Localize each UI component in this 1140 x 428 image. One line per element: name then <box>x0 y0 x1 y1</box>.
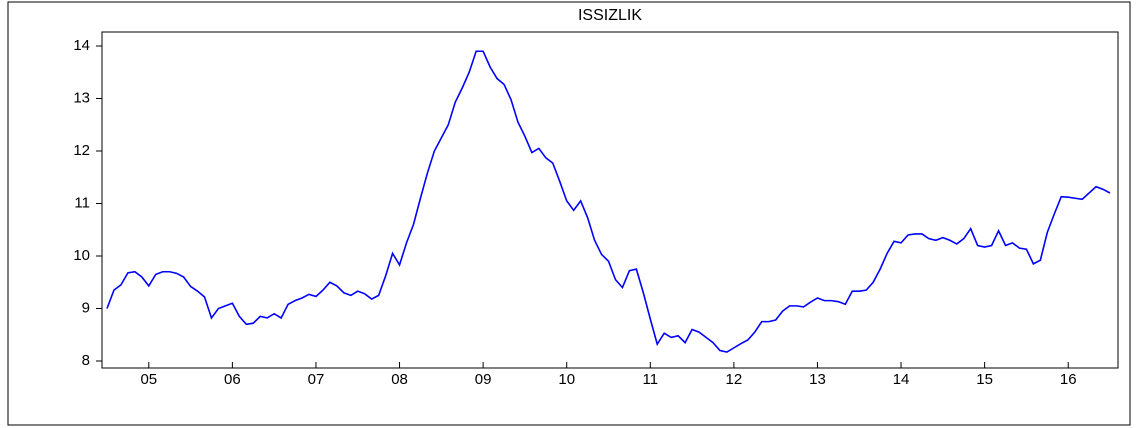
x-tick-label: 11 <box>643 371 659 388</box>
y-tick-label: 13 <box>73 89 90 106</box>
x-tick-label: 08 <box>391 371 408 388</box>
y-tick-label: 12 <box>73 142 90 159</box>
y-tick-label: 14 <box>73 37 90 54</box>
y-tick-label: 11 <box>74 194 90 211</box>
x-tick-label: 07 <box>308 371 325 388</box>
x-tick-label: 15 <box>976 371 993 388</box>
x-tick-label: 10 <box>558 371 575 388</box>
x-tick-label: 12 <box>726 371 743 388</box>
x-tick-label: 09 <box>475 371 492 388</box>
y-tick-label: 8 <box>82 352 90 369</box>
x-tick-label: 05 <box>140 371 157 388</box>
chart-title: ISSIZLIK <box>578 7 642 24</box>
y-tick-label: 9 <box>82 299 90 316</box>
x-tick-label: 14 <box>893 371 910 388</box>
x-tick-label: 13 <box>809 371 826 388</box>
series-line <box>106 50 1111 353</box>
outer-frame <box>7 1 1131 426</box>
x-tick-label: 16 <box>1060 371 1077 388</box>
y-tick-label: 10 <box>73 247 90 264</box>
plot-frame <box>101 31 1119 369</box>
x-tick-label: 06 <box>224 371 241 388</box>
